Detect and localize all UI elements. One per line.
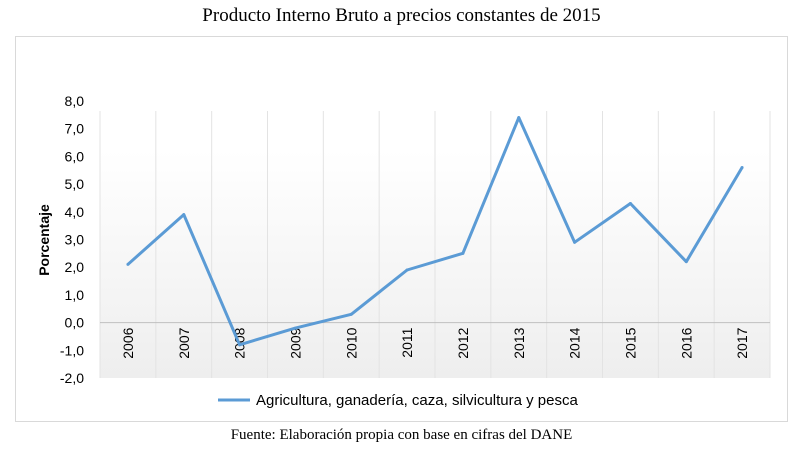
data-point — [126, 262, 130, 266]
x-tick-label: 2009 — [287, 327, 303, 358]
x-tick-label: 2006 — [120, 327, 136, 358]
data-point — [293, 326, 297, 330]
y-tick-label: 4,0 — [65, 204, 85, 220]
x-tick-label: 2017 — [734, 327, 750, 358]
y-tick-label: 3,0 — [65, 232, 85, 248]
data-point — [238, 343, 242, 347]
x-tick-label: 2010 — [343, 327, 359, 358]
x-tick-label: 2016 — [678, 327, 694, 358]
data-point — [517, 116, 521, 120]
y-tick-label: -2,0 — [60, 370, 84, 386]
series-group — [126, 116, 744, 347]
x-axis-ticks: 2006 2007 2008 2009 2010 2011 2012 2013 2014 2015… — [120, 327, 750, 358]
y-tick-label: 0,0 — [65, 315, 85, 331]
y-axis-ticks: -2,0 -1,0 0,0 1,0 2,0 3,0 4,0 5,0 6,0 7,0 8,0 — [60, 93, 84, 386]
page-title: Producto Interno Bruto a precios constan… — [202, 5, 601, 26]
y-tick-label: 8,0 — [65, 93, 85, 109]
data-point — [573, 240, 577, 244]
y-axis-title: Porcentaje — [36, 204, 52, 276]
data-point — [349, 312, 353, 316]
y-tick-label: -1,0 — [60, 342, 84, 358]
legend: Agricultura, ganadería, caza, silvicultu… — [218, 392, 578, 409]
y-tick-label: 5,0 — [65, 176, 85, 192]
series-line — [126, 116, 744, 347]
data-point — [628, 201, 632, 205]
x-tick-label: 2012 — [455, 327, 471, 358]
x-tick-label: 2013 — [511, 327, 527, 358]
y-tick-label: 1,0 — [65, 287, 85, 303]
data-point — [684, 260, 688, 264]
legend-label: Agricultura, ganadería, caza, silvicultu… — [256, 392, 578, 409]
source-note: Fuente: Elaboración propia con base en c… — [230, 427, 573, 443]
x-tick-label: 2007 — [176, 327, 192, 358]
y-tick-label: 2,0 — [65, 259, 85, 275]
x-tick-label: 2015 — [622, 327, 638, 358]
data-point — [740, 165, 744, 169]
data-point — [182, 213, 186, 217]
gridlines — [99, 111, 771, 378]
x-tick-label: 2014 — [567, 327, 583, 358]
data-point — [461, 251, 465, 255]
y-tick-label: 7,0 — [65, 121, 85, 137]
y-tick-label: 6,0 — [65, 148, 85, 164]
data-point — [405, 268, 409, 272]
x-tick-label: 2011 — [399, 327, 415, 357]
